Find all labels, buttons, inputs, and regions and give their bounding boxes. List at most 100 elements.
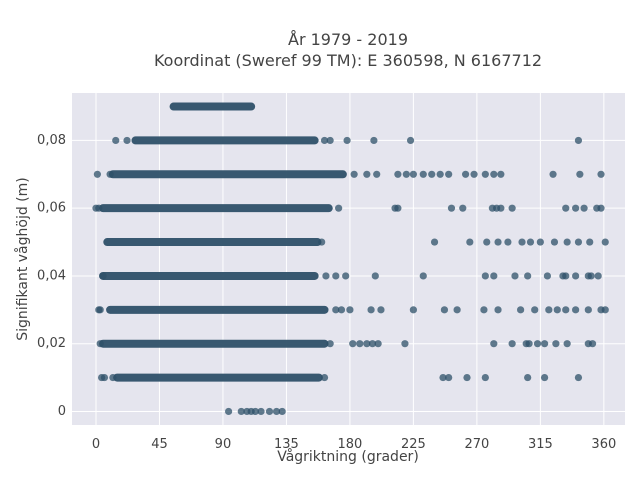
data-point	[497, 170, 505, 178]
dense-point-band	[108, 170, 347, 179]
data-point	[597, 204, 605, 212]
dense-point-band	[113, 373, 323, 382]
data-point	[371, 272, 379, 280]
data-point	[453, 306, 461, 314]
data-point	[112, 136, 120, 145]
data-point	[335, 204, 343, 212]
data-point	[572, 204, 580, 212]
data-point	[394, 204, 402, 212]
data-point	[356, 340, 364, 348]
data-point	[402, 170, 410, 178]
dense-point-band	[169, 102, 256, 111]
data-point	[524, 373, 532, 382]
data-point	[584, 306, 592, 314]
data-point	[540, 340, 549, 348]
data-point	[377, 306, 385, 314]
data-point	[445, 373, 453, 382]
data-point	[320, 373, 329, 382]
data-point	[574, 238, 583, 246]
y-tick-label: 0,04	[37, 268, 66, 283]
data-point	[326, 340, 334, 348]
data-point	[504, 238, 512, 246]
data-point	[563, 340, 571, 348]
data-point	[490, 272, 498, 280]
data-point	[549, 170, 557, 178]
data-point	[466, 238, 474, 246]
data-point	[326, 136, 334, 145]
x-tick-label: 90	[215, 437, 232, 452]
data-point	[374, 340, 382, 348]
data-point	[363, 170, 371, 178]
data-point	[367, 306, 375, 314]
data-point	[533, 340, 542, 348]
data-point	[332, 306, 340, 314]
x-tick-label: 270	[464, 437, 489, 452]
data-point	[588, 340, 597, 348]
data-point	[526, 238, 535, 246]
dense-point-band	[103, 238, 322, 247]
x-tick-label: 315	[528, 437, 553, 452]
data-point	[447, 204, 456, 212]
data-point	[490, 170, 498, 178]
x-tick-label: 45	[151, 437, 168, 452]
data-point	[373, 170, 381, 178]
data-point	[518, 238, 526, 246]
dense-point-band	[99, 271, 319, 280]
data-point	[409, 170, 417, 178]
data-point	[517, 306, 525, 314]
data-point	[278, 407, 286, 416]
data-point	[343, 136, 351, 145]
data-point	[368, 340, 377, 348]
dense-point-band	[99, 339, 329, 348]
data-point	[483, 238, 491, 246]
data-point	[545, 306, 553, 314]
data-point	[562, 204, 570, 212]
data-point	[96, 340, 104, 348]
data-point	[494, 306, 502, 314]
x-tick-label: 360	[591, 437, 616, 452]
data-point	[439, 373, 447, 382]
data-point	[257, 407, 265, 416]
data-point	[463, 373, 471, 382]
y-tick-label: 0,06	[37, 201, 66, 216]
x-tick-label: 180	[337, 437, 362, 452]
data-point	[597, 170, 605, 178]
data-point	[342, 272, 350, 280]
data-point	[524, 272, 532, 280]
data-point	[481, 170, 489, 178]
data-point	[428, 170, 436, 178]
data-point	[494, 238, 502, 246]
data-point	[490, 340, 498, 348]
data-point	[419, 272, 427, 280]
data-point	[572, 272, 580, 280]
x-tick-label: 0	[92, 437, 100, 452]
data-point	[594, 272, 602, 280]
data-point	[511, 272, 519, 280]
data-point	[586, 238, 594, 246]
data-point	[370, 136, 378, 145]
data-point	[237, 407, 245, 416]
data-point	[563, 238, 571, 246]
data-point	[497, 204, 505, 212]
data-point	[349, 340, 357, 348]
data-point	[251, 407, 259, 416]
data-point	[540, 373, 549, 382]
data-point	[445, 170, 453, 178]
data-point	[480, 306, 488, 314]
y-tick-label: 0	[58, 404, 66, 419]
data-point	[224, 407, 233, 416]
data-point	[409, 306, 417, 314]
data-point	[550, 238, 559, 246]
data-point	[109, 373, 117, 382]
data-point	[531, 306, 539, 314]
data-point	[93, 170, 101, 178]
y-axis-label: Signifikant våghöjd (m)	[14, 177, 31, 340]
data-point	[96, 306, 104, 314]
data-point	[574, 136, 583, 145]
data-point	[587, 272, 595, 280]
data-point	[99, 272, 107, 280]
data-point	[337, 306, 346, 314]
data-point	[346, 306, 354, 314]
data-point	[322, 272, 330, 280]
data-point	[265, 407, 274, 416]
